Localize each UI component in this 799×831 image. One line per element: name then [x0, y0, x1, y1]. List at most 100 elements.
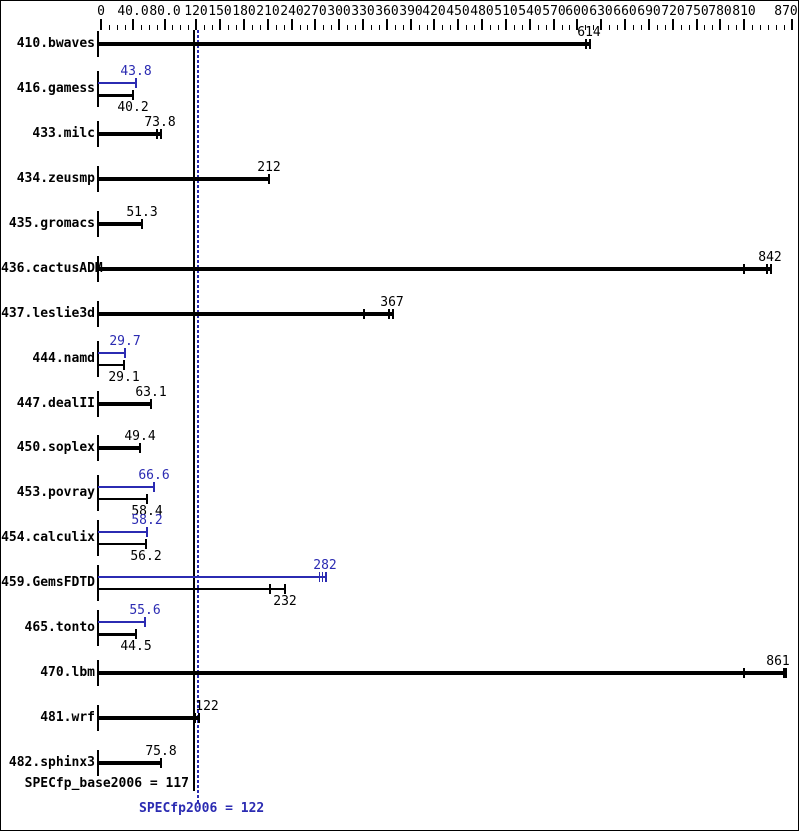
- row-label: 434.zeusmp: [16, 171, 95, 186]
- axis-tick-label: 810: [732, 4, 756, 19]
- axis-tick-minor: [689, 25, 690, 30]
- bar: [98, 588, 285, 590]
- axis-tick-major: [314, 19, 316, 30]
- bar: [98, 42, 589, 46]
- axis-tick-label: 510: [494, 4, 518, 19]
- bar: [98, 177, 269, 181]
- bar-end-tick: [585, 39, 587, 49]
- bar: [98, 82, 136, 84]
- axis-tick-minor: [236, 25, 237, 30]
- axis-tick-minor: [490, 25, 491, 30]
- axis-tick-minor: [585, 25, 586, 30]
- row-label: 435.gromacs: [8, 216, 95, 231]
- axis-tick-minor: [300, 25, 301, 30]
- axis-tick-label: 660: [613, 4, 637, 19]
- axis-tick-minor: [474, 25, 475, 30]
- axis-tick-minor: [609, 25, 610, 30]
- axis-tick-minor: [371, 25, 372, 30]
- axis-tick-minor: [157, 25, 158, 30]
- bar: [98, 761, 161, 765]
- axis-tick-minor: [784, 25, 785, 30]
- row-label: 454.calculix: [1, 530, 95, 545]
- axis-tick-label: 80.0: [149, 4, 181, 19]
- axis-tick-minor: [276, 25, 277, 30]
- axis-tick-minor: [760, 25, 761, 30]
- bar-value-label: 75.8: [145, 744, 177, 759]
- axis-tick-minor: [125, 25, 126, 30]
- bar: [98, 352, 125, 354]
- bar: [98, 486, 154, 488]
- axis-tick-major: [743, 19, 745, 30]
- axis-tick-label: 630: [589, 4, 613, 19]
- axis-tick-minor: [149, 25, 150, 30]
- bar: [98, 671, 785, 675]
- bar: [98, 267, 770, 271]
- bar-value-label: 58.4: [131, 504, 163, 519]
- axis-tick-major: [696, 19, 698, 30]
- bar-end-tick: [145, 539, 147, 549]
- axis-tick-label: 690: [637, 4, 661, 19]
- axis-tick-minor: [569, 25, 570, 30]
- axis-tick-minor: [117, 25, 118, 30]
- axis-tick-major: [267, 19, 269, 30]
- bar-run-mark: [269, 584, 271, 594]
- axis-tick-minor: [617, 25, 618, 30]
- axis-tick-minor: [736, 25, 737, 30]
- axis-tick-major: [433, 19, 435, 30]
- bar-value-label: 122: [195, 699, 219, 714]
- axis-tick-label: 40.0: [117, 4, 149, 19]
- axis-tick-label: 450: [446, 4, 470, 19]
- axis-tick-label: 0: [97, 4, 105, 19]
- axis-tick-minor: [419, 25, 420, 30]
- axis-tick-minor: [752, 25, 753, 30]
- axis-tick-minor: [768, 25, 769, 30]
- row-spine: [97, 610, 99, 646]
- axis-tick-label: 720: [661, 4, 685, 19]
- bar-end-tick: [319, 572, 320, 582]
- axis-tick-major: [132, 19, 134, 30]
- axis-tick-major: [481, 19, 483, 30]
- axis-tick-minor: [252, 25, 253, 30]
- row-label: 453.povray: [16, 485, 95, 500]
- bar-end-tick: [124, 348, 126, 358]
- row-label: 465.tonto: [24, 620, 95, 635]
- axis-tick-major: [164, 19, 166, 30]
- axis-tick-minor: [657, 25, 658, 30]
- bar-end-tick: [589, 39, 591, 49]
- bar: [98, 402, 151, 406]
- bar-value-label: 842: [758, 250, 782, 265]
- axis-tick-label: 780: [708, 4, 732, 19]
- axis-tick-label: 360: [375, 4, 399, 19]
- axis-tick-minor: [379, 25, 380, 30]
- axis-tick-minor: [260, 25, 261, 30]
- bar-value-label: 29.1: [108, 370, 140, 385]
- bar-value-label: 49.4: [124, 429, 156, 444]
- bar-value-label: 40.2: [117, 100, 149, 115]
- bar-value-label: 29.7: [109, 334, 141, 349]
- axis-tick-major: [648, 19, 650, 30]
- bar-value-label: 282: [313, 558, 337, 573]
- axis-tick-minor: [450, 25, 451, 30]
- axis-tick-label: 600: [565, 4, 589, 19]
- bar-value-label: 55.6: [129, 603, 161, 618]
- axis-tick-label: 240: [280, 4, 304, 19]
- row-label: 481.wrf: [40, 710, 95, 725]
- bar: [98, 543, 146, 545]
- axis-tick-minor: [641, 25, 642, 30]
- bar-value-label: 66.6: [138, 468, 170, 483]
- bar: [98, 446, 140, 450]
- axis-tick-label: 330: [351, 4, 375, 19]
- axis-tick-minor: [442, 25, 443, 30]
- bar-value-label: 56.2: [130, 549, 162, 564]
- bar-run-mark: [743, 264, 745, 274]
- axis-tick-major: [195, 19, 197, 30]
- bar-end-tick: [325, 572, 327, 582]
- axis-tick-minor: [466, 25, 467, 30]
- bar-end-tick: [135, 629, 137, 639]
- axis-tick-minor: [141, 25, 142, 30]
- bar-end-tick: [146, 527, 148, 537]
- bar-end-tick: [770, 264, 772, 274]
- bar-end-tick: [198, 713, 200, 723]
- bar-end-tick: [139, 443, 141, 453]
- bar: [98, 222, 142, 226]
